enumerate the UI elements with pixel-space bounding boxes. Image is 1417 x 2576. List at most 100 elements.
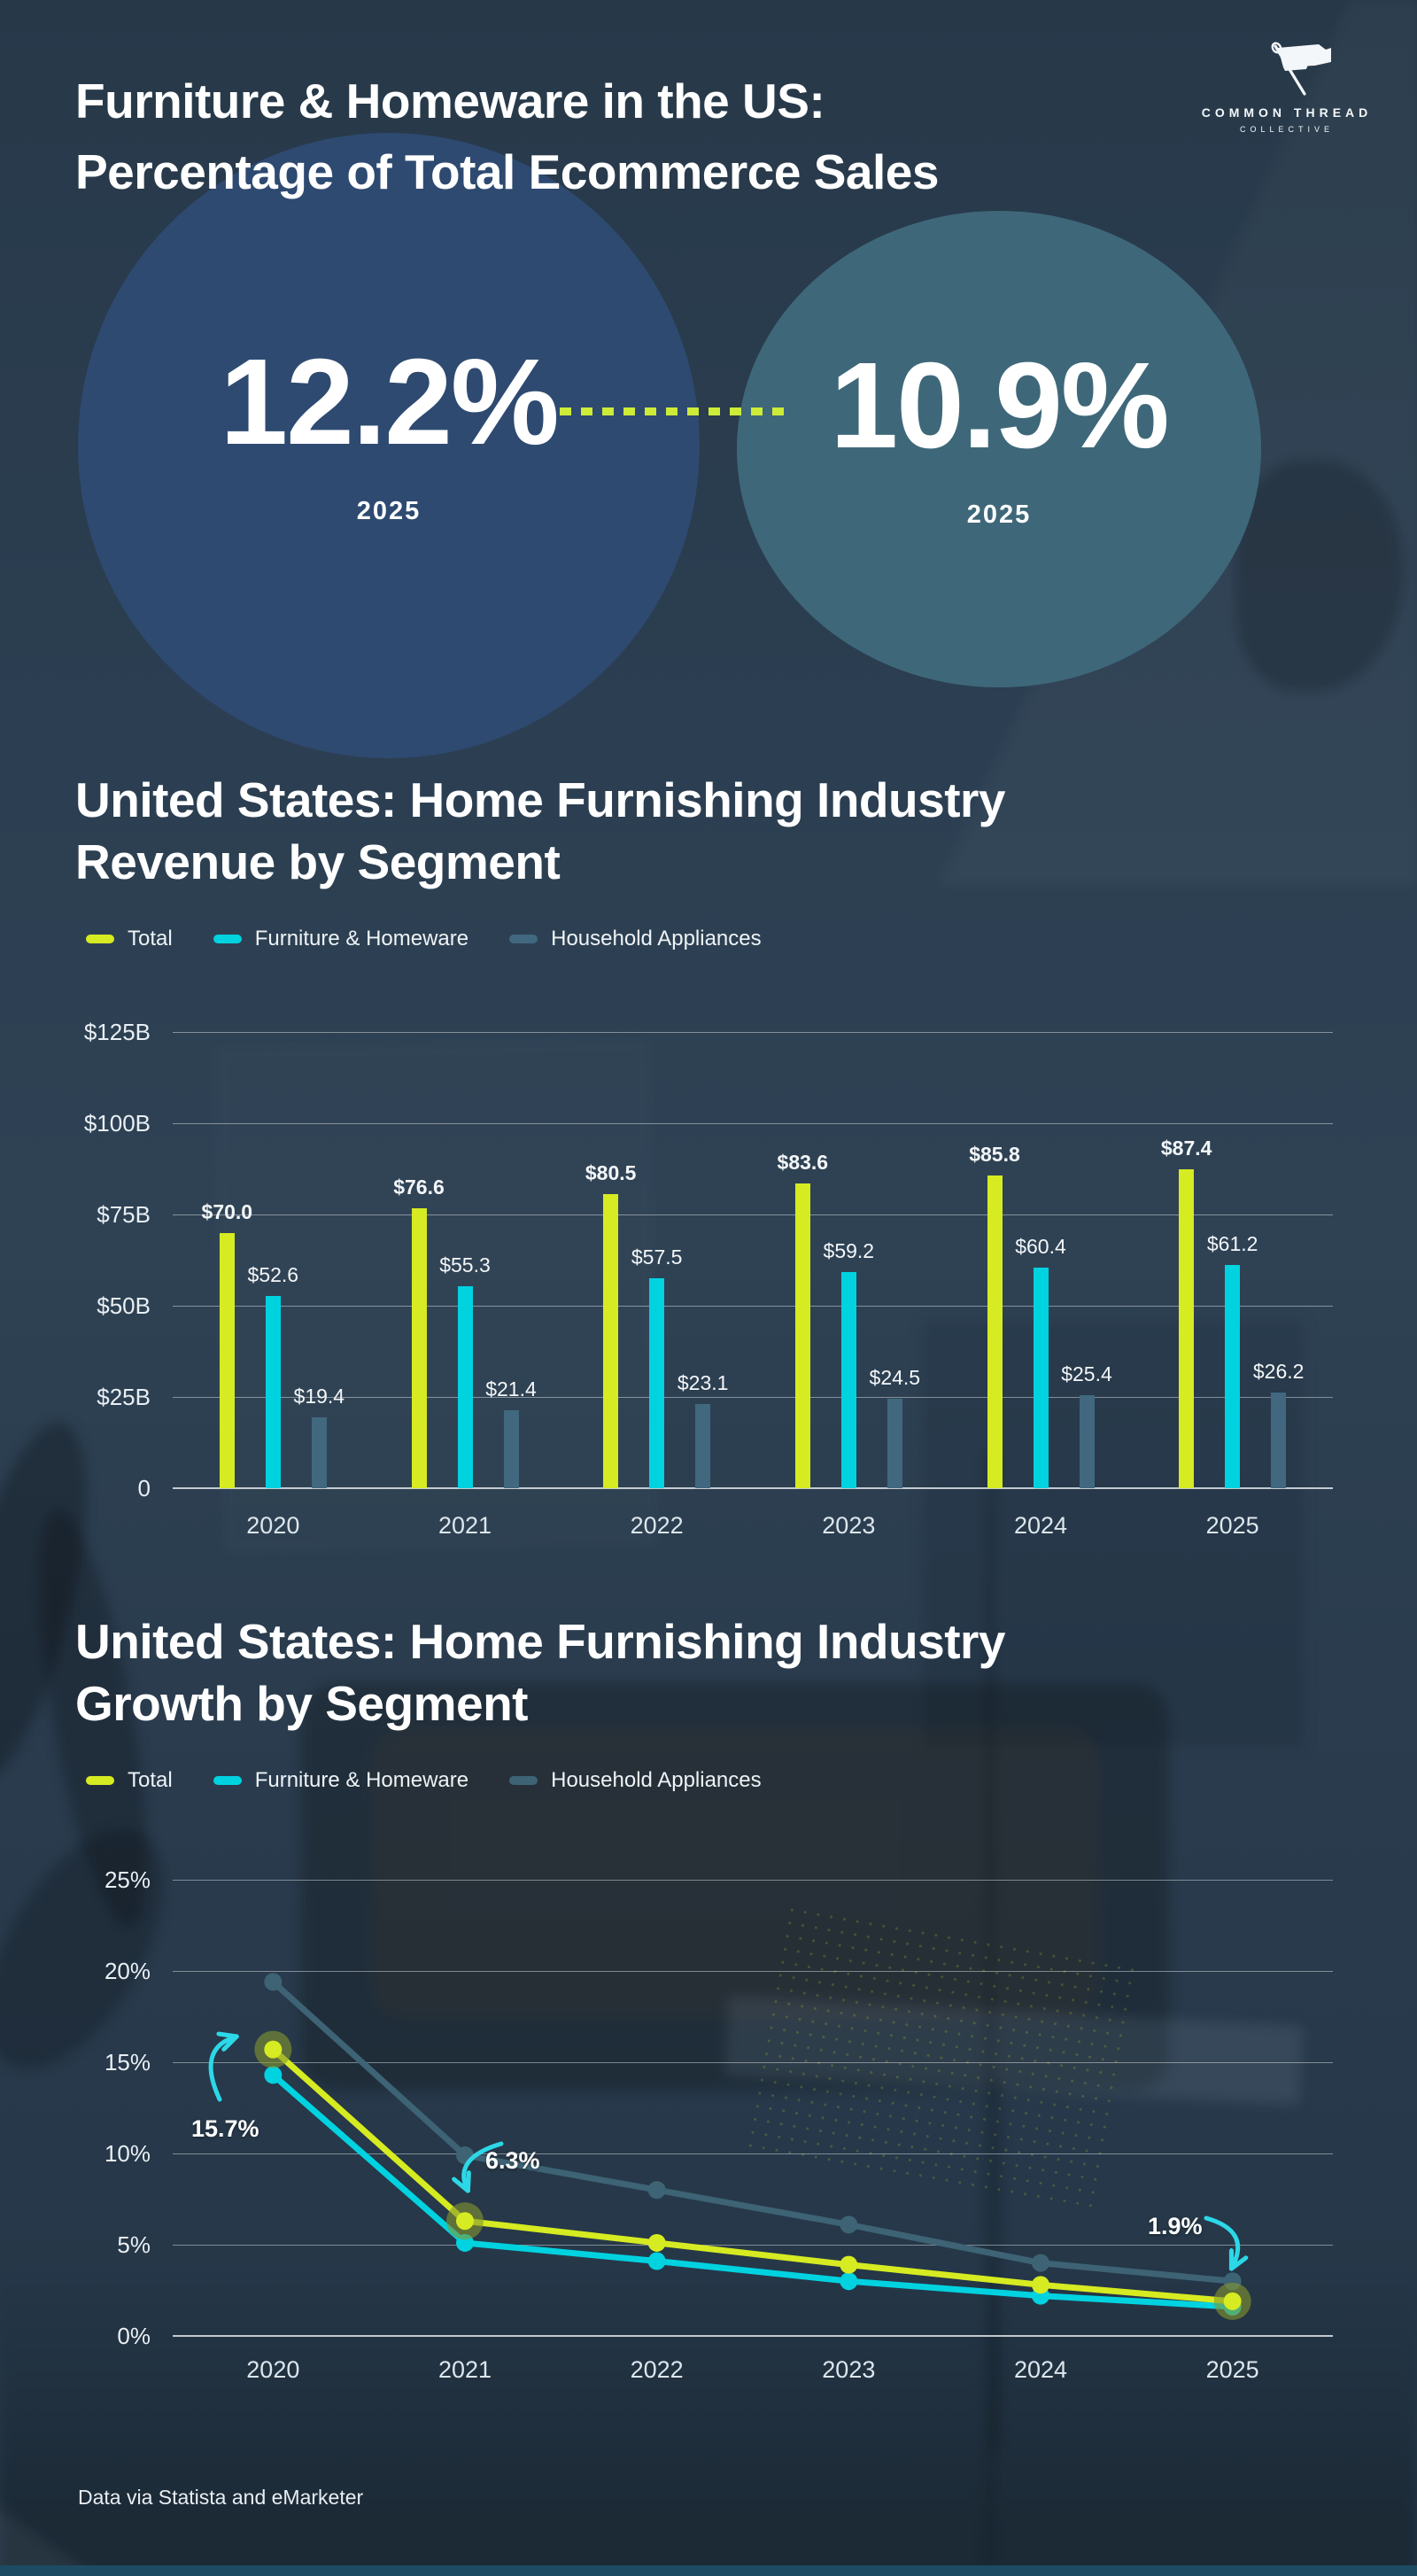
bar-furniture-2025 <box>1225 1264 1241 1488</box>
point-furniture-2022 <box>647 2252 666 2270</box>
stat-circle-homeware-share: 10.9% 2025 <box>737 211 1261 687</box>
gridline <box>173 2062 1333 2063</box>
gridline <box>173 2153 1333 2154</box>
revenue-chart-title: United States: Home Furnishing Industry … <box>75 769 1006 893</box>
brand-name: COMMON THREAD <box>1201 105 1373 120</box>
legend-color-chip <box>86 1776 114 1785</box>
growth-chart-legend: Total Furniture & Homeware Household Appli… <box>86 1768 762 1793</box>
legend-label: Furniture & Homeware <box>254 927 469 950</box>
growth-chart-y-axis: 25% 20% 15% 10% 5% 0% <box>53 1866 151 2349</box>
x-tick-label-2023: 2023 <box>822 2356 876 2383</box>
stat-value-left: 12.2% <box>220 333 559 470</box>
gridline <box>173 1214 1333 1215</box>
point-total-2023 <box>840 2255 858 2274</box>
x-tick-label-2021: 2021 <box>437 2356 492 2383</box>
connector-dash <box>687 407 699 415</box>
y-tick-label: 5% <box>117 2231 151 2258</box>
stat-year-left: 2025 <box>356 496 422 525</box>
point-household_line-2021 <box>456 2146 474 2165</box>
gridline <box>173 1971 1333 1972</box>
bar-household-2022 <box>695 1403 711 1488</box>
bar-household-2024 <box>1079 1395 1095 1488</box>
line-total <box>269 2046 1236 2305</box>
legend-color-chip <box>86 935 114 943</box>
legend-color-chip <box>509 935 538 943</box>
gridline <box>173 2245 1333 2246</box>
page-title-line2: Percentage of Total Ecommerce Sales <box>75 144 939 199</box>
legend-item-household-appliances: Household Appliances <box>509 1768 762 1793</box>
bar-total-2020 <box>219 1232 235 1488</box>
bar-value-label-furniture-2024: $60.4 <box>1015 1235 1066 1259</box>
growth-chart-title: United States: Home Furnishing Industry … <box>75 1610 1006 1734</box>
y-tick-label: 0% <box>117 2323 151 2349</box>
bar-total-2022 <box>603 1194 619 1488</box>
bar-value-label-total-2020: $70.0 <box>201 1199 253 1223</box>
point-furniture-2023 <box>840 2272 858 2291</box>
legend-color-chip <box>213 1776 242 1785</box>
legend-item-furniture-homeware: Furniture & Homeware <box>213 927 468 951</box>
gridline <box>173 1032 1333 1033</box>
bar-value-label-household-2020: $19.4 <box>293 1385 345 1408</box>
bar-value-label-furniture-2022: $57.5 <box>631 1245 683 1269</box>
x-tick-label-2025: 2025 <box>1205 1512 1259 1539</box>
legend-item-total: Total <box>86 1768 173 1793</box>
x-tick-label-2024: 2024 <box>1013 1512 1068 1539</box>
bar-value-label-household-2024: $25.4 <box>1061 1362 1112 1386</box>
legend-color-chip <box>213 935 242 943</box>
point-household_line-2022 <box>647 2181 666 2200</box>
x-tick-label-2021: 2021 <box>437 1512 492 1539</box>
bar-value-label-total-2022: $80.5 <box>585 1161 637 1185</box>
y-tick-label: $100B <box>83 1110 151 1137</box>
data-source-note: Data via Statista and eMarketer <box>78 2486 364 2509</box>
bar-value-label-household-2021: $21.4 <box>485 1377 537 1401</box>
bar-total-2023 <box>794 1183 810 1488</box>
annotation-2025-1-9-: 1.9% <box>1148 2213 1203 2239</box>
revenue-chart-y-axis: $125B $100B $75B $50B $25B 0 <box>53 1019 151 1501</box>
connector-dash <box>772 407 784 415</box>
bar-value-label-furniture-2021: $55.3 <box>439 1253 491 1277</box>
stat-value-right: 10.9% <box>830 337 1169 474</box>
y-tick-label: 15% <box>104 2049 151 2076</box>
annotation-2021-6-3-: 6.3% <box>485 2147 540 2174</box>
connector-dash <box>666 407 678 415</box>
x-tick-label-2025: 2025 <box>1205 2356 1259 2383</box>
bar-value-label-household-2023: $24.5 <box>869 1366 921 1390</box>
bar-household-2021 <box>503 1409 519 1488</box>
bar-household-2020 <box>311 1417 327 1488</box>
bar-value-label-total-2023: $83.6 <box>777 1150 829 1174</box>
bar-value-label-furniture-2020: $52.6 <box>247 1263 299 1287</box>
revenue-chart-plot: $70.0 $52.6 $19.4 2020 $76.6 $55.3 $21.4 2021 $8… <box>173 1032 1333 1539</box>
legend-item-household-appliances: Household Appliances <box>509 927 762 951</box>
bar-furniture-2021 <box>457 1286 473 1488</box>
point-household_line-2020 <box>264 1973 283 1991</box>
brand-logo: COMMON THREAD COLLECTIVE <box>1185 39 1389 134</box>
legend-color-chip <box>509 1776 538 1785</box>
revenue-chart-legend: Total Furniture & Homeware Household Appli… <box>86 927 762 951</box>
connector-dash <box>730 407 741 415</box>
x-tick-label-2022: 2022 <box>630 1512 684 1539</box>
y-tick-label: 10% <box>104 2140 151 2167</box>
connector-dash <box>645 407 656 415</box>
growth-chart-title-line1: United States: Home Furnishing Industry <box>75 1614 1006 1669</box>
y-tick-label: $25B <box>97 1384 151 1410</box>
connector-dash <box>560 407 571 415</box>
connector-dash <box>602 407 614 415</box>
point-total-2025 <box>1223 2292 1242 2310</box>
x-tick-label-2024: 2024 <box>1013 2356 1068 2383</box>
bar-value-label-total-2024: $85.8 <box>969 1142 1020 1166</box>
point-household_line-2023 <box>840 2215 858 2234</box>
x-axis-baseline <box>173 1487 1333 1489</box>
line-furniture <box>269 2071 1236 2310</box>
growth-lines-svg <box>254 1973 1251 2320</box>
point-total-2022 <box>647 2233 666 2252</box>
bottom-accent-strip <box>0 2565 1417 2576</box>
connector-dash <box>708 407 720 415</box>
legend-item-furniture-homeware: Furniture & Homeware <box>213 1768 468 1793</box>
y-tick-label: 25% <box>104 1866 151 1893</box>
x-axis-baseline <box>173 2335 1333 2337</box>
gridline <box>173 1306 1333 1307</box>
bar-furniture-2020 <box>265 1296 281 1488</box>
bar-value-label-furniture-2025: $61.2 <box>1206 1231 1258 1255</box>
line-household_line <box>269 1978 1236 2285</box>
